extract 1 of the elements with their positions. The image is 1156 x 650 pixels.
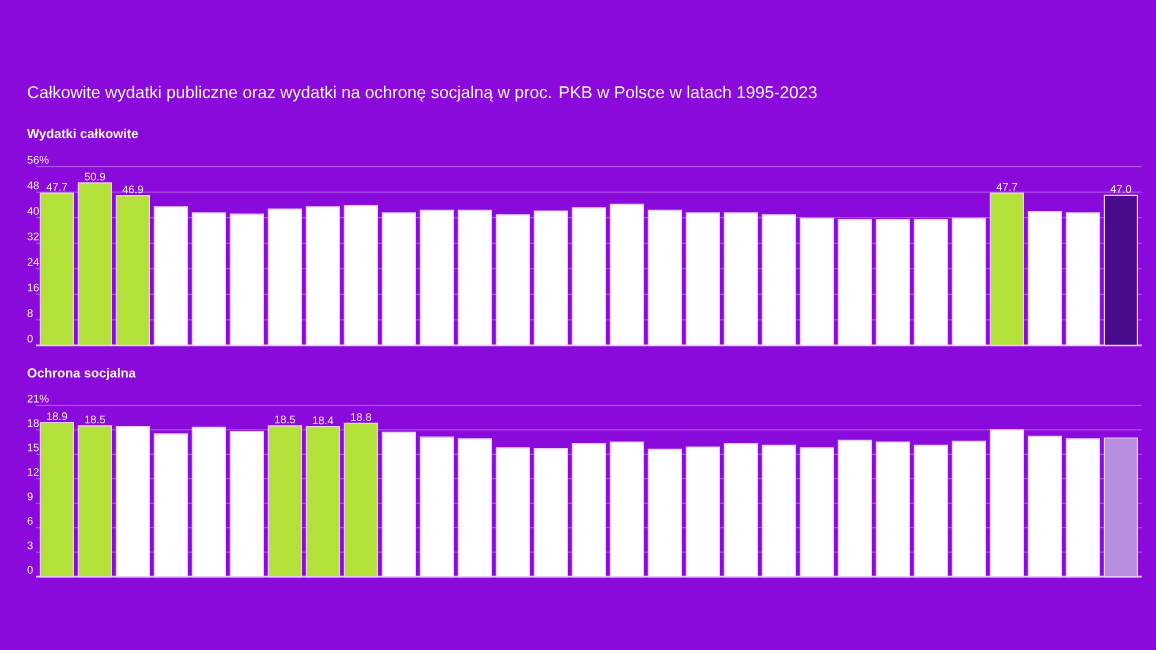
chart-title: Całkowite wydatki publiczne oraz wydatki na ochronę socjalną w proc. PKB w Polsce w latach 1995-2023 bbox=[27, 85, 817, 102]
